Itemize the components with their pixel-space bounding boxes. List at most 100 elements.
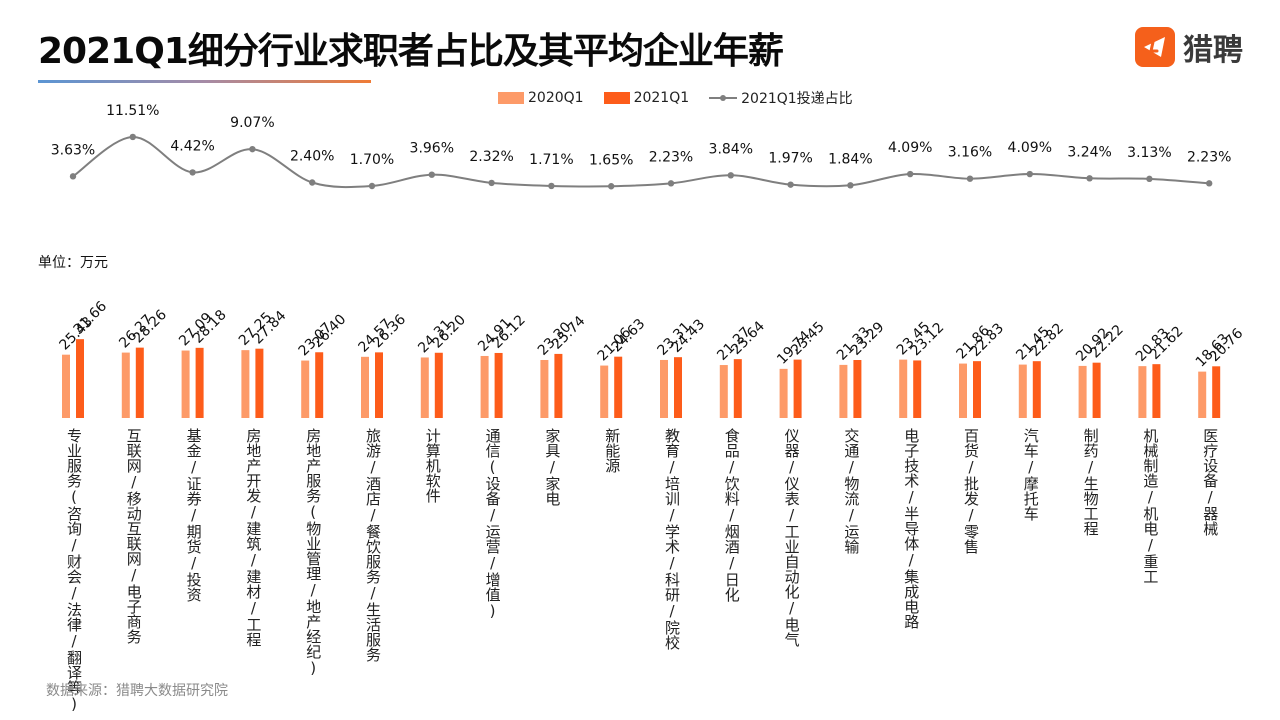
share-value-label: 3.63%	[51, 142, 95, 158]
bar-2021q1	[674, 357, 682, 418]
category-label: 房地产服务(物业管理/地产经纪)	[304, 428, 323, 677]
bar-2021q1	[375, 352, 383, 418]
bar-2020q1	[480, 355, 489, 418]
category-label: 计算机软件	[423, 428, 442, 503]
page-title: 2021Q1细分行业求职者占比及其平均企业年薪	[38, 31, 784, 72]
category-label: 制药/生物工程	[1081, 428, 1100, 536]
liepin-logo-icon	[1135, 27, 1175, 67]
bar-2021q1	[554, 353, 563, 418]
legend-label: 2021Q1投递占比	[741, 91, 853, 107]
share-value-label: 4.09%	[1008, 140, 1052, 156]
bar-2021q1	[1212, 366, 1221, 418]
legend-label: 2020Q1	[528, 90, 584, 106]
share-value-label: 3.13%	[1127, 145, 1171, 161]
legend-item-2020q1: 2020Q1	[498, 90, 584, 106]
bar-2021q1	[913, 360, 922, 418]
bar-2020q1	[600, 365, 609, 418]
share-point	[1206, 180, 1213, 187]
share-point	[69, 173, 77, 180]
source-note: 数据来源：猎聘大数据研究院	[46, 683, 228, 699]
bar-2020q1	[121, 352, 130, 418]
category-label: 交通/物流/运输	[842, 428, 861, 554]
share-value-label: 3.96%	[410, 141, 454, 157]
bar-2020q1	[719, 365, 728, 418]
bar-2020q1	[959, 363, 967, 418]
share-point	[368, 182, 376, 190]
bar-2020q1	[779, 368, 788, 418]
bar-2021q1	[733, 359, 742, 418]
legend-item-2021q1: 2021Q1	[603, 90, 690, 106]
bar-2020q1	[1018, 364, 1027, 418]
category-label: 机械制造/机电/重工	[1141, 428, 1160, 584]
category-label: 旅游/酒店/餐饮服务/生活服务	[364, 428, 382, 662]
category-label: 互联网/移动互联网/电子商务	[124, 428, 143, 644]
category-label: 新能源	[603, 428, 622, 473]
category-label: 医疗设备/器械	[1201, 428, 1220, 536]
bar-2020q1	[420, 357, 429, 418]
bar-2020q1	[181, 350, 190, 418]
share-point	[309, 179, 316, 186]
bar-2020q1	[660, 359, 668, 418]
category-label: 教育/培训/学术/科研/院校	[663, 428, 681, 650]
share-point	[727, 172, 734, 179]
bar-value-2021q1: 31.66	[71, 298, 111, 338]
legend-swatch-2020q1	[498, 92, 524, 104]
share-value-label: 3.24%	[1067, 144, 1111, 160]
share-value-label: 11.51%	[106, 103, 159, 119]
bar-2020q1	[1138, 366, 1147, 418]
bar-2021q1	[1092, 362, 1101, 418]
bar-2021q1	[315, 352, 324, 418]
category-label: 百货/批发/零售	[962, 428, 980, 554]
category-label: 专业服务(咨询/财会/法律/翻译等)	[65, 428, 83, 713]
category-label: 仪器/仪表/工业自动化/电气	[782, 428, 801, 647]
legend-swatch-2021q1	[603, 92, 630, 104]
share-point	[667, 180, 675, 187]
legend-label: 2021Q1	[633, 90, 690, 106]
share-point	[907, 170, 914, 178]
bar-2020q1	[301, 360, 310, 418]
share-point	[548, 182, 555, 190]
category-label: 汽车/摩托车	[1021, 428, 1040, 521]
bar-2021q1	[853, 360, 862, 418]
bar-2021q1	[973, 361, 981, 418]
share-value-label: 2.40%	[290, 149, 334, 165]
unit-label: 单位：万元	[38, 255, 108, 271]
category-label: 食品/饮料/烟酒/日化	[722, 428, 741, 602]
share-point	[249, 145, 256, 153]
share-point	[1146, 175, 1153, 183]
share-point	[787, 181, 794, 188]
chart-legend: 2020Q1 2021Q1 2021Q1投递占比	[498, 88, 873, 108]
share-value-label: 1.70%	[350, 152, 394, 168]
category-label: 基金/证券/期货/投资	[184, 428, 203, 602]
share-value-label: 1.84%	[828, 151, 872, 167]
share-point	[847, 182, 854, 189]
share-value-label: 1.65%	[589, 152, 633, 168]
category-label: 家具/家电	[543, 428, 562, 506]
bar-2021q1	[135, 347, 144, 418]
category-label: 电子技术/半导体/集成电路	[902, 428, 921, 629]
bar-2021q1	[793, 359, 802, 418]
share-point	[608, 183, 615, 190]
title-underline	[38, 80, 371, 83]
bar-2020q1	[839, 364, 848, 418]
share-value-label: 2.32%	[469, 149, 513, 165]
bar-2021q1	[1152, 364, 1161, 418]
category-label: 房地产开发/建筑/建材/工程	[244, 428, 263, 647]
share-value-label: 2.23%	[1187, 149, 1231, 165]
share-value-label: 1.71%	[529, 152, 573, 168]
bar-2021q1	[434, 352, 443, 418]
bar-2021q1	[76, 339, 84, 418]
brand-logo: 猎聘	[1135, 25, 1243, 69]
line-marker-icon	[709, 95, 738, 101]
bar-2020q1	[540, 359, 549, 418]
logo-text: 猎聘	[1183, 33, 1243, 68]
share-point	[488, 179, 495, 187]
bar-2020q1	[1078, 365, 1087, 418]
share-value-label: 1.97%	[768, 151, 812, 167]
share-point	[189, 169, 196, 176]
bar-2020q1	[241, 350, 250, 418]
bar-2021q1	[494, 352, 503, 418]
share-point	[428, 171, 435, 178]
share-point	[1026, 170, 1034, 178]
